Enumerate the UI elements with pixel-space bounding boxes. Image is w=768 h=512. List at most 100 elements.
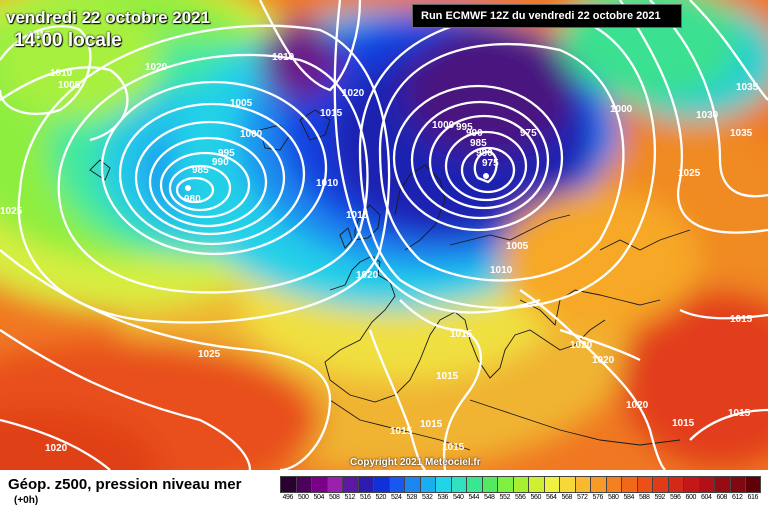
isobar-label: 980 <box>476 148 493 159</box>
isobar-label: 1015 <box>450 329 473 340</box>
isobar-label: 1000 <box>610 104 633 115</box>
map-time: 14:00 locale <box>14 30 122 51</box>
scale-step: 588 <box>636 476 652 501</box>
isobar-label: 1025 <box>0 206 23 217</box>
run-info-box: Run ECMWF 12Z du vendredi 22 octobre 202… <box>412 4 682 28</box>
scale-label: 496 <box>282 494 294 501</box>
isobar-label: 1015 <box>442 442 465 453</box>
scale-swatch <box>605 476 621 493</box>
scale-step: 528 <box>404 476 420 501</box>
scale-step: 552 <box>497 476 513 501</box>
scale-step: 560 <box>528 476 544 501</box>
isobar-label: 1005 <box>230 98 253 109</box>
scale-label: 568 <box>561 494 573 501</box>
isobar-label: 995 <box>456 122 473 133</box>
scale-label: 552 <box>499 494 511 501</box>
scale-swatch <box>466 476 482 493</box>
scale-swatch <box>590 476 606 493</box>
isobar-label: 1015 <box>390 426 413 437</box>
scale-label: 556 <box>515 494 526 501</box>
scale-label: 560 <box>530 494 542 501</box>
scale-swatch <box>419 476 435 493</box>
scale-label: 512 <box>344 494 356 501</box>
scale-swatch <box>543 476 559 493</box>
scale-label: 612 <box>732 494 743 501</box>
isobar-label: 1015 <box>436 371 459 382</box>
scale-label: 592 <box>654 494 666 501</box>
scale-label: 528 <box>406 494 418 501</box>
coastlines <box>89 109 691 451</box>
scale-label: 536 <box>437 494 449 501</box>
scale-swatch <box>652 476 668 493</box>
isobar-label: 1010 <box>50 68 73 79</box>
scale-step: 568 <box>559 476 575 501</box>
isobar-label: 980 <box>184 194 201 205</box>
scale-label: 584 <box>623 494 635 501</box>
scale-label: 504 <box>313 494 325 501</box>
scale-swatch <box>342 476 358 493</box>
scale-step: 612 <box>729 476 745 501</box>
scale-step: 564 <box>543 476 559 501</box>
scale-label: 588 <box>639 494 650 501</box>
scale-step: 576 <box>590 476 606 501</box>
scale-swatch <box>497 476 513 493</box>
isobar-label: 1035 <box>730 128 753 139</box>
isobar-label: 1015 <box>728 408 751 419</box>
scale-step: 512 <box>342 476 358 501</box>
isobar-label: 1020 <box>45 443 68 454</box>
isobar-label: 985 <box>470 138 487 149</box>
scale-swatch <box>481 476 497 493</box>
scale-swatch <box>435 476 451 493</box>
scale-swatch <box>636 476 652 493</box>
scale-swatch <box>745 476 761 493</box>
isobars <box>0 0 768 470</box>
scale-swatch <box>388 476 404 493</box>
scale-step: 580 <box>605 476 621 501</box>
scale-label: 600 <box>685 494 697 501</box>
map-canvas: 1015101010051020101010201015100510009959… <box>0 0 768 470</box>
scale-swatch <box>621 476 637 493</box>
scale-step: 616 <box>745 476 761 501</box>
isobar-label: 1015 <box>420 419 443 430</box>
scale-swatch <box>574 476 590 493</box>
isobar-label: 975 <box>482 158 499 169</box>
scale-step: 520 <box>373 476 389 501</box>
isobar-labels: 1015101010051020101010201015100510009959… <box>0 30 759 454</box>
isobar-label: 985 <box>192 165 209 176</box>
isobar-label: 1000 <box>240 129 263 140</box>
scale-swatch <box>404 476 420 493</box>
scale-step: 600 <box>683 476 699 501</box>
isobar-label: 1020 <box>342 88 365 99</box>
scale-swatch <box>528 476 544 493</box>
isobar-label: 1020 <box>592 355 615 366</box>
isobar-label: 1025 <box>678 168 701 179</box>
scale-swatch <box>667 476 683 493</box>
scale-swatch <box>450 476 466 493</box>
isobar-label: 975 <box>520 128 537 139</box>
scale-step: 572 <box>574 476 590 501</box>
isobar-label: 1005 <box>506 241 529 252</box>
scale-step: 532 <box>419 476 435 501</box>
scale-label: 548 <box>484 494 495 501</box>
scale-swatch <box>373 476 389 493</box>
scale-swatch <box>714 476 730 493</box>
scale-label: 540 <box>453 494 464 501</box>
scale-step: 584 <box>621 476 637 501</box>
scale-label: 520 <box>375 494 387 501</box>
isobar-label: 1020 <box>356 270 379 281</box>
scale-step: 516 <box>357 476 373 501</box>
isobar-label: 1015 <box>346 210 369 221</box>
isobar-label: 1015 <box>672 418 695 429</box>
scale-label: 544 <box>468 494 480 501</box>
scale-label: 576 <box>592 494 604 501</box>
scale-label: 508 <box>329 494 340 501</box>
scale-label: 532 <box>422 494 433 501</box>
isobar-label: 1020 <box>570 340 593 351</box>
scale-label: 516 <box>360 494 371 501</box>
scale-step: 540 <box>450 476 466 501</box>
scale-label: 616 <box>747 494 759 501</box>
scale-label: 608 <box>716 494 728 501</box>
isobar-label: 1035 <box>736 82 759 93</box>
scale-step: 548 <box>481 476 497 501</box>
scale-swatch <box>559 476 575 493</box>
